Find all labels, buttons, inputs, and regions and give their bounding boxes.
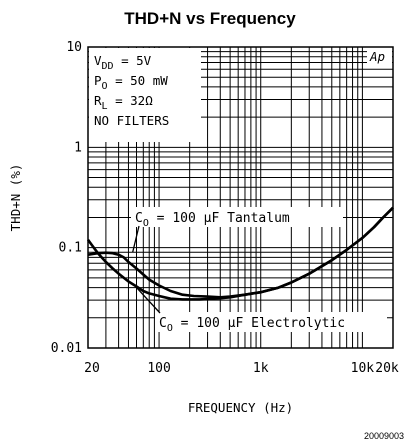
curves bbox=[86, 206, 394, 301]
x-tick-labels: 20 100 1k 10k 20k bbox=[84, 361, 399, 376]
annotation-label: CO = 100 µF Tantalum bbox=[135, 211, 290, 229]
x-tick-label: 100 bbox=[147, 361, 170, 376]
x-tick-label: 10k bbox=[351, 361, 375, 376]
y-tick-label: 0.1 bbox=[59, 241, 82, 256]
y-tick-labels: 10 1 0.1 0.01 bbox=[51, 40, 82, 356]
x-tick-label: 20 bbox=[84, 361, 100, 376]
ap-mark: Ap bbox=[369, 49, 385, 64]
condition-line: NO FILTERS bbox=[94, 113, 169, 128]
y-tick-label: 1 bbox=[74, 140, 82, 155]
annotation-bg bbox=[131, 207, 343, 227]
conditions-box bbox=[89, 48, 201, 142]
y-axis-label: THD+N (%) bbox=[8, 164, 23, 232]
annotation-leader bbox=[136, 287, 161, 314]
figure-id: 20009003 bbox=[364, 431, 404, 441]
y-tick-label: 0.01 bbox=[51, 341, 82, 356]
ap-mark-box bbox=[367, 48, 392, 65]
annotation-bg bbox=[155, 312, 387, 332]
annotation-leader bbox=[132, 225, 140, 253]
condition-line: PO = 50 mW bbox=[94, 73, 168, 92]
x-tick-label: 1k bbox=[253, 361, 269, 376]
annotations: CO = 100 µF Tantalum CO = 100 µF Electrol… bbox=[131, 207, 387, 334]
condition-line: RL = 32Ω bbox=[94, 93, 153, 112]
chart-title: THD+N vs Frequency bbox=[124, 9, 296, 28]
x-axis-label: FREQUENCY (Hz) bbox=[188, 400, 293, 415]
series-2-line bbox=[86, 206, 394, 301]
y-tick-label: 10 bbox=[66, 40, 82, 55]
x-tick-label: 20k bbox=[375, 361, 399, 376]
plot-frame bbox=[87, 46, 394, 349]
annotation-label: CO = 100 µF Electrolytic bbox=[159, 316, 345, 334]
